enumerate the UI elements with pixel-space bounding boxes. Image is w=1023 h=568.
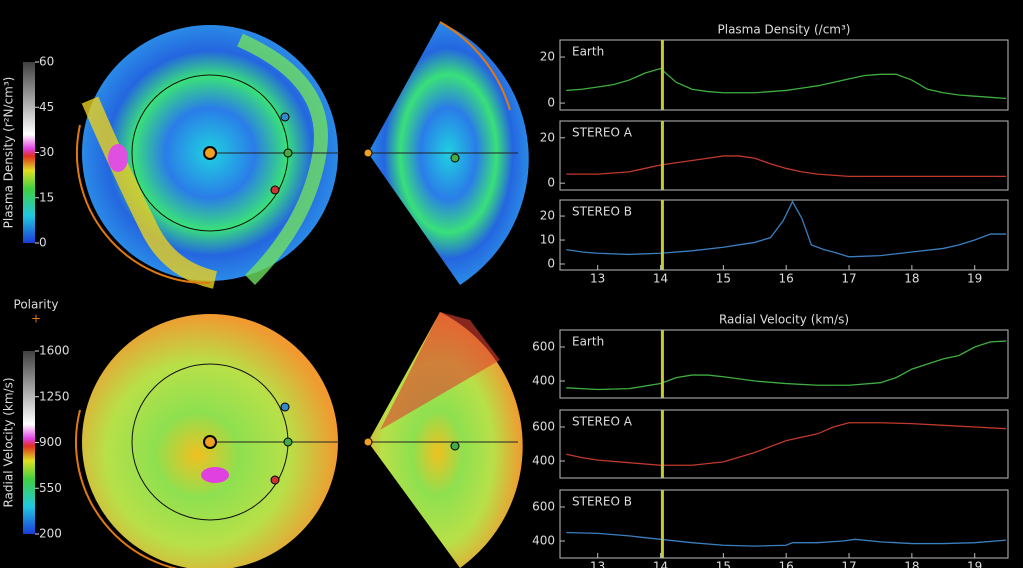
x-tick-label: 15 <box>716 272 731 286</box>
colorbar-label: Plasma Density (r²N/cm³) <box>2 77 16 229</box>
x-tick-label: 18 <box>904 272 919 286</box>
density-wedge <box>363 21 529 285</box>
x-tick-label: 16 <box>779 560 794 568</box>
x-tick-label: 19 <box>967 560 982 568</box>
polarity-symbol: + <box>31 312 41 326</box>
series-label: STEREO B <box>572 205 632 219</box>
data-line <box>566 67 1007 100</box>
y-tick-label: 20 <box>540 50 555 64</box>
y-tick-label: 10 <box>540 233 555 247</box>
colorbar-density <box>23 62 35 243</box>
colorbar-velocity <box>23 351 35 534</box>
plot-frame <box>559 120 1009 191</box>
velocity-disk <box>75 314 340 568</box>
data-line <box>566 422 1007 466</box>
velocity-wedge <box>363 312 523 568</box>
y-tick-label: 400 <box>532 454 555 468</box>
colorbar-tick-label: 15 <box>39 190 54 204</box>
x-tick-label: 17 <box>841 272 856 286</box>
density-disk <box>75 25 340 289</box>
series-label: Earth <box>572 45 604 59</box>
plot-frame <box>559 489 1009 559</box>
data-line <box>566 531 1007 547</box>
colorbar-tick-label: 60 <box>39 55 54 69</box>
colorbar-tick-label: 900 <box>39 435 62 449</box>
series-label: STEREO A <box>572 126 633 140</box>
colorbar-tick-label: 1600 <box>39 344 70 358</box>
x-tick-label: 15 <box>716 560 731 568</box>
panel-title: Radial Velocity (km/s) <box>719 313 849 327</box>
data-line <box>566 155 1007 178</box>
colorbar-tick-label: 30 <box>39 145 54 159</box>
colorbar-tick-label: 550 <box>39 481 62 495</box>
y-tick-label: 600 <box>532 500 555 514</box>
x-tick-label: 14 <box>653 272 668 286</box>
plot-frame <box>559 39 1009 111</box>
y-tick-label: 0 <box>547 257 555 271</box>
y-tick-label: 0 <box>547 176 555 190</box>
colorbar-tick-label: 0 <box>39 236 47 250</box>
y-tick-label: 0 <box>547 96 555 110</box>
data-line <box>566 340 1007 391</box>
polarity-label: Polarity <box>14 298 59 312</box>
plot-frame <box>559 329 1009 399</box>
series-label: STEREO B <box>572 495 632 509</box>
x-tick-label: 18 <box>904 560 919 568</box>
data-line <box>566 200 1007 258</box>
x-tick-label: 13 <box>590 560 605 568</box>
panel-title: Plasma Density (/cm³) <box>718 23 851 37</box>
y-tick-label: 20 <box>540 209 555 223</box>
plot-frame <box>559 199 1009 271</box>
colorbar-tick-label: 200 <box>39 527 62 541</box>
x-tick-label: 16 <box>779 272 794 286</box>
colorbar-tick-label: 1250 <box>39 389 70 403</box>
y-tick-label: 600 <box>532 420 555 434</box>
colorbar-label: Radial Velocity (km/s) <box>2 377 16 507</box>
colorbar-tick-label: 45 <box>39 100 54 114</box>
x-tick-label: 13 <box>590 272 605 286</box>
y-tick-label: 400 <box>532 374 555 388</box>
series-label: Earth <box>572 335 604 349</box>
y-tick-label: 600 <box>532 340 555 354</box>
x-tick-label: 17 <box>841 560 856 568</box>
y-tick-label: 400 <box>532 534 555 548</box>
y-tick-label: 20 <box>540 130 555 144</box>
x-tick-label: 14 <box>653 560 668 568</box>
series-label: STEREO A <box>572 415 633 429</box>
x-tick-label: 19 <box>967 272 982 286</box>
plot-frame <box>559 409 1009 479</box>
